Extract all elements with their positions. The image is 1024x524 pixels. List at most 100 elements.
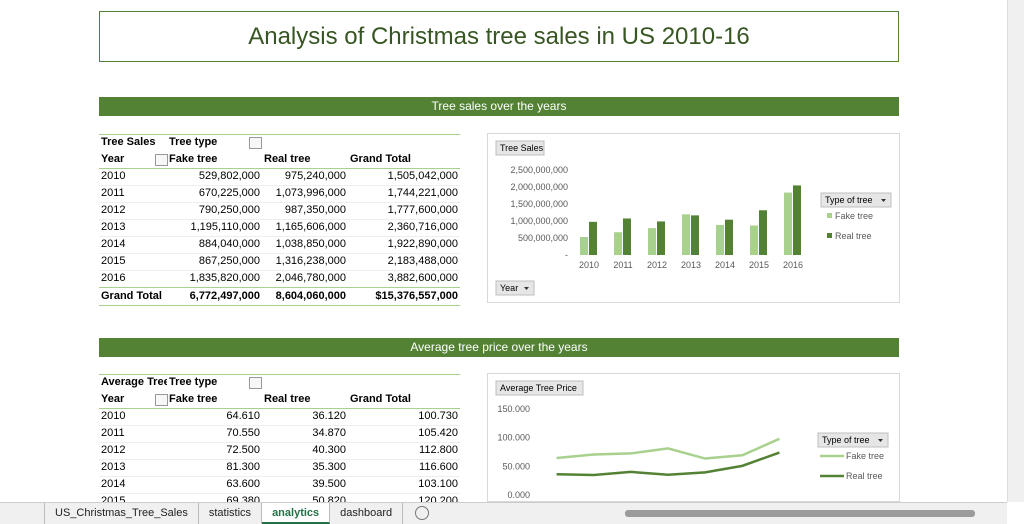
legend-title: Type of tree bbox=[822, 435, 870, 445]
cell: 63.600 bbox=[226, 478, 260, 490]
bar bbox=[725, 219, 733, 255]
cell: 1,195,110,000 bbox=[190, 221, 260, 233]
cell: 1,744,221,000 bbox=[387, 187, 458, 199]
sheet-tab[interactable]: analytics bbox=[262, 503, 331, 524]
cell: 1,038,850,000 bbox=[275, 238, 346, 250]
filter-button[interactable] bbox=[155, 154, 168, 166]
row-line bbox=[99, 253, 460, 254]
legend-title: Type of tree bbox=[825, 195, 873, 205]
table-border bbox=[99, 408, 460, 409]
column-header: Fake tree bbox=[169, 393, 218, 405]
pivot-table: Tree Sales Tree type Year Fake tree Real tre… bbox=[99, 134, 460, 306]
cell: 2013 bbox=[101, 461, 126, 473]
bar-chart: Tree Sales - 500,000,000 1,000,000,000 1,500… bbox=[487, 133, 900, 303]
cell: 2011 bbox=[101, 427, 125, 439]
cell: 2012 bbox=[101, 444, 126, 456]
cell: 1,505,042,000 bbox=[387, 170, 458, 182]
y-tick-label: - bbox=[565, 250, 568, 260]
cell: 1,165,606,000 bbox=[275, 221, 346, 233]
column-header: Grand Total bbox=[350, 393, 411, 405]
sheet-tab[interactable]: statistics bbox=[199, 503, 263, 524]
cell: 2010 bbox=[101, 410, 126, 422]
cell: 40.300 bbox=[312, 444, 346, 456]
cell: 103.100 bbox=[418, 478, 458, 490]
section-header: Average tree price over the years bbox=[99, 338, 899, 357]
total-cell: $15,376,557,000 bbox=[375, 290, 458, 302]
tab-nav[interactable] bbox=[0, 503, 45, 524]
legend-filter[interactable] bbox=[817, 432, 889, 448]
row-line bbox=[99, 425, 460, 426]
pivot-table: Average Tree PriceTree type Year Fake tree… bbox=[99, 374, 460, 502]
cell: 120.200 bbox=[418, 495, 458, 502]
column-header: Real tree bbox=[264, 393, 311, 405]
cell: 116.600 bbox=[419, 461, 458, 473]
bar bbox=[589, 221, 597, 255]
cell: 34.870 bbox=[312, 427, 346, 439]
cell: 987,350,000 bbox=[284, 204, 346, 216]
cell: 69.380 bbox=[226, 495, 260, 502]
horizontal-scrollbar[interactable] bbox=[625, 510, 975, 517]
cell: 72.500 bbox=[226, 444, 260, 456]
bar bbox=[793, 185, 801, 255]
dropdown-arrow bbox=[524, 287, 529, 290]
column-header: Real tree bbox=[264, 153, 311, 165]
bar bbox=[623, 218, 631, 255]
row-line bbox=[99, 236, 460, 237]
chart-tag bbox=[495, 380, 584, 396]
y-tick-label: 150.000 bbox=[497, 404, 530, 414]
sheet-tabs: US_Christmas_Tree_Sales statistics analyti… bbox=[0, 502, 1007, 524]
chart-tag bbox=[495, 140, 545, 156]
sheet-tab[interactable]: US_Christmas_Tree_Sales bbox=[45, 503, 199, 524]
bar bbox=[759, 210, 767, 255]
cell: 2,046,780,000 bbox=[275, 272, 346, 284]
filter-button[interactable] bbox=[249, 377, 262, 389]
line-series bbox=[556, 437, 780, 460]
x-tick-label: 2012 bbox=[647, 260, 667, 270]
cell: 867,250,000 bbox=[198, 255, 260, 267]
y-tick-label: 0.000 bbox=[507, 490, 530, 500]
bar bbox=[784, 192, 792, 255]
x-tick-label: 2016 bbox=[783, 260, 803, 270]
y-tick-label: 2,000,000,000 bbox=[510, 182, 568, 192]
cell: 2011 bbox=[101, 187, 125, 199]
bar bbox=[682, 214, 690, 255]
table-border bbox=[99, 305, 460, 306]
legend-swatch bbox=[827, 233, 832, 238]
cell: 105.420 bbox=[418, 427, 458, 439]
filter-button[interactable] bbox=[155, 394, 168, 406]
cell: 884,040,000 bbox=[198, 238, 260, 250]
table-border bbox=[99, 374, 460, 375]
cell: 2014 bbox=[101, 478, 126, 490]
corner-label: Tree Sales bbox=[101, 136, 156, 148]
legend-label: Fake tree bbox=[846, 451, 884, 461]
cell: 2,360,716,000 bbox=[387, 221, 458, 233]
x-tick-label: 2014 bbox=[715, 260, 735, 270]
legend-label: Real tree bbox=[835, 231, 872, 241]
sheet-tab[interactable]: dashboard bbox=[330, 503, 404, 524]
legend-label: Fake tree bbox=[835, 211, 873, 221]
row-line bbox=[99, 476, 460, 477]
cell: 64.610 bbox=[226, 410, 260, 422]
legend-filter[interactable] bbox=[820, 192, 892, 208]
chart-tag-label: Tree Sales bbox=[500, 143, 544, 153]
cell: 1,316,238,000 bbox=[275, 255, 346, 267]
cell: 790,250,000 bbox=[198, 204, 260, 216]
corner-label: Average Tree Price bbox=[101, 376, 167, 388]
bar bbox=[716, 224, 724, 255]
cell: 670,225,000 bbox=[198, 187, 260, 199]
cell: 50.820 bbox=[312, 495, 346, 502]
cell: 2015 bbox=[101, 255, 126, 267]
bar bbox=[614, 232, 622, 255]
cell: 1,922,890,000 bbox=[387, 238, 458, 250]
add-sheet-button[interactable] bbox=[415, 506, 430, 520]
filter-button[interactable] bbox=[249, 137, 262, 149]
chart-tag-label: Average Tree Price bbox=[500, 383, 577, 393]
cell: 1,777,600,000 bbox=[387, 204, 458, 216]
cell: 39.500 bbox=[312, 478, 346, 490]
total-cell: 6,772,497,000 bbox=[189, 290, 260, 302]
dropdown-arrow bbox=[878, 439, 883, 442]
cell: 36.120 bbox=[312, 410, 346, 422]
field-button[interactable] bbox=[495, 280, 535, 296]
vertical-scrollbar[interactable] bbox=[1007, 0, 1024, 502]
